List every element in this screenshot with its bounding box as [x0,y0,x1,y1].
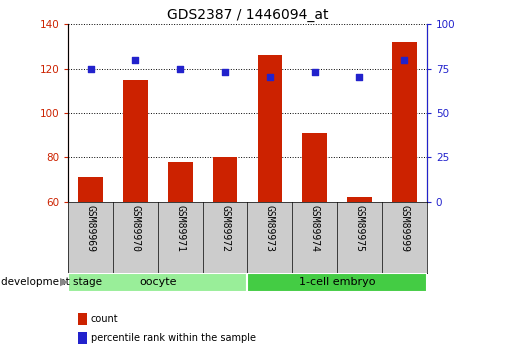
Text: 1-cell embryo: 1-cell embryo [299,277,375,287]
Text: count: count [91,314,119,324]
Text: GSM89975: GSM89975 [355,205,365,252]
Bar [123,80,148,202]
Point [176,66,184,71]
Bar [68,273,247,292]
Text: percentile rank within the sample: percentile rank within the sample [91,333,256,343]
Bar [247,273,427,292]
Text: GSM89972: GSM89972 [220,205,230,252]
Bar [213,157,237,202]
Text: GSM89971: GSM89971 [175,205,185,252]
Bar [302,133,327,202]
Text: ▶: ▶ [60,277,68,287]
Text: GSM89999: GSM89999 [399,205,410,252]
Text: oocyte: oocyte [139,277,177,287]
Point [266,75,274,80]
Bar [392,42,417,202]
Text: development stage: development stage [1,277,102,287]
Bar [347,197,372,202]
Point [131,57,139,62]
Text: GSM89974: GSM89974 [310,205,320,252]
Title: GDS2387 / 1446094_at: GDS2387 / 1446094_at [167,8,328,22]
Bar [78,177,103,202]
Text: GSM89973: GSM89973 [265,205,275,252]
Text: GSM89970: GSM89970 [130,205,140,252]
Point [356,75,364,80]
Point [86,66,94,71]
Bar [168,162,192,202]
Point [400,57,409,62]
Point [221,69,229,75]
Bar [258,55,282,202]
Text: GSM89969: GSM89969 [85,205,95,252]
Point [311,69,319,75]
